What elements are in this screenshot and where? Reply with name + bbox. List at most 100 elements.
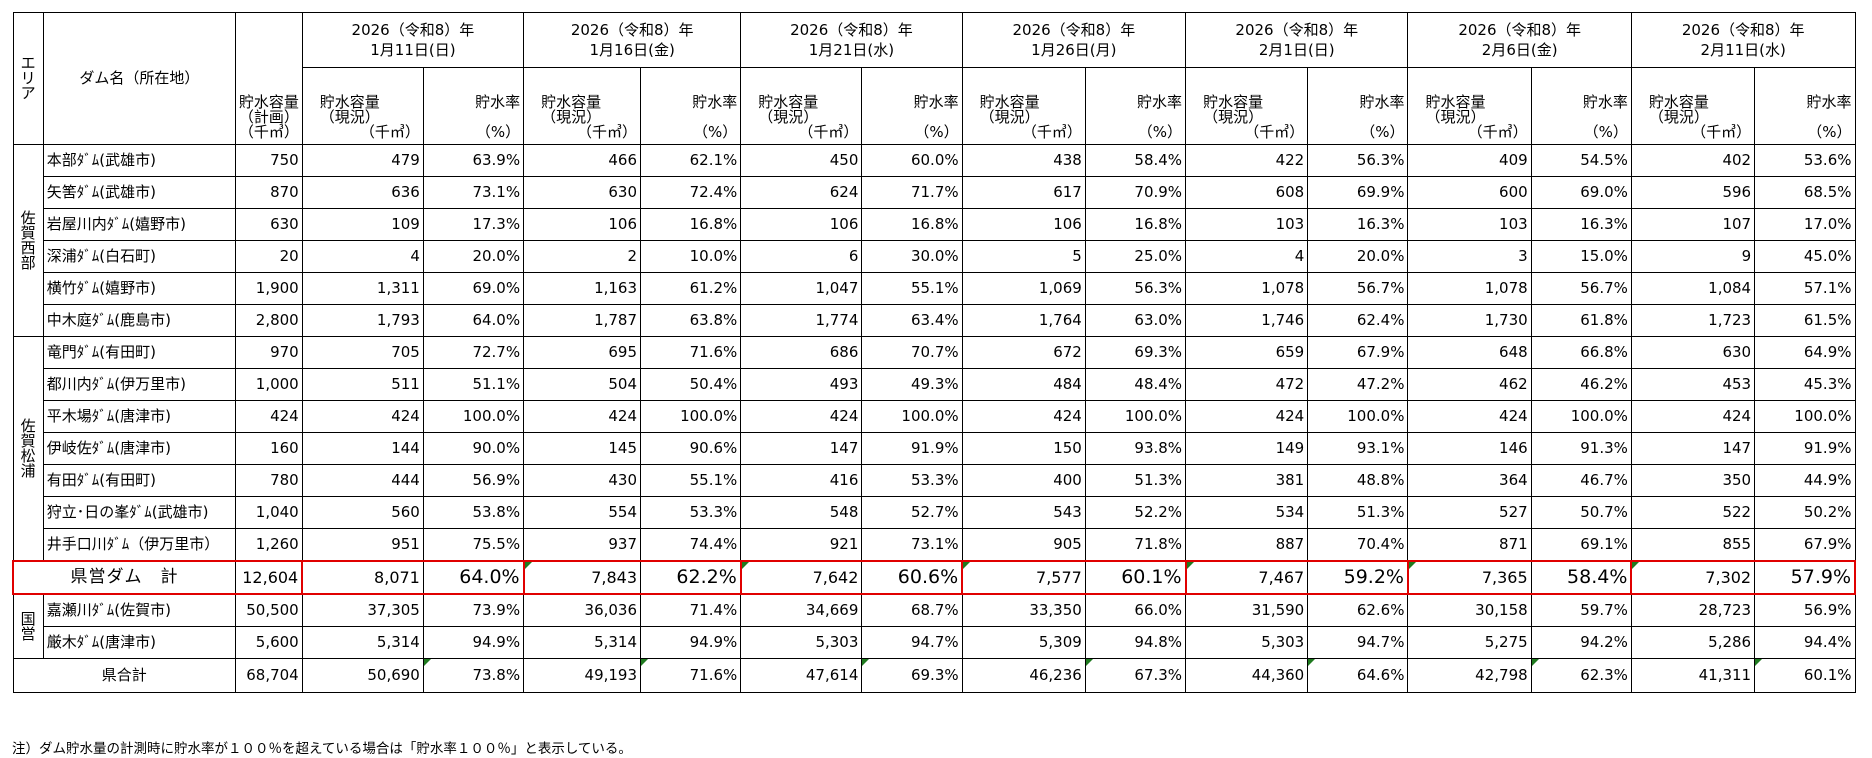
- header-date-year: 2026（令和8）年: [1458, 20, 1582, 39]
- table-row: 国営嘉瀬川ﾀﾞﾑ(佐賀市) 50,500 37,305 73.9% 36,036 71.4…: [12, 593, 1856, 659]
- header-rate-unit: （%）: [1807, 123, 1852, 141]
- rate-value: 71.6%: [640, 658, 742, 693]
- plan-capacity: 160: [234, 432, 303, 465]
- capacity-value: 400: [961, 464, 1086, 497]
- rate-value: 74.4%: [640, 528, 742, 562]
- capacity-value: 42,798: [1407, 658, 1532, 693]
- rate-value: 63.0%: [1084, 304, 1187, 337]
- header-now-line2: （現況）: [1425, 108, 1486, 126]
- header-capacity-now: 貯水容量 （現況） （千㎥）: [1185, 67, 1309, 145]
- rate-value: 94.7%: [861, 626, 963, 659]
- capacity-value: 1,047: [740, 272, 863, 305]
- capacity-value: 534: [1185, 496, 1309, 529]
- capacity-value: 106: [961, 208, 1086, 241]
- rate-value: 57.9%: [1754, 560, 1857, 595]
- rate-value: 69.0%: [422, 272, 525, 305]
- pref-total-label: 県営ダム 計: [11, 560, 236, 595]
- capacity-value: 5,314: [301, 626, 424, 659]
- rate-value: 16.3%: [1530, 208, 1632, 241]
- capacity-value: 600: [1407, 176, 1532, 209]
- capacity-value: 144: [301, 432, 424, 465]
- header-date-day: 1月16日(金): [589, 41, 675, 59]
- header-now-line1: 貯水容量: [541, 93, 602, 111]
- rate-value: 54.5%: [1530, 144, 1632, 177]
- capacity-value: 636: [301, 176, 424, 209]
- rate-value: 16.8%: [640, 208, 742, 241]
- rate-value: 100.0%: [1754, 400, 1856, 433]
- plan-capacity: 1,260: [234, 528, 303, 562]
- capacity-value: 103: [1185, 208, 1309, 241]
- plan-capacity: 1,000: [234, 368, 303, 401]
- rate-value: 91.9%: [1754, 432, 1856, 465]
- rate-value: 69.9%: [1307, 176, 1409, 209]
- rate-value: 67.9%: [1754, 528, 1856, 562]
- header-capacity-plan: 貯水容量 （計画） （千㎥）: [234, 12, 303, 145]
- header-rate-unit: （%）: [1360, 123, 1405, 141]
- capacity-value: 424: [1185, 400, 1309, 433]
- rate-value: 56.7%: [1530, 272, 1632, 305]
- rate-value: 94.2%: [1530, 626, 1632, 659]
- dam-name: 岩屋川内ﾀﾞﾑ(嬉野市): [42, 208, 236, 241]
- rate-value: 90.0%: [422, 432, 525, 465]
- prefectural-dam-total-row: 県営ダム 計 12,604 8,071 64.0% 7,843 62.2% 7,642 60.…: [11, 560, 1857, 595]
- rate-value: 50.2%: [1754, 496, 1856, 529]
- capacity-value: 36,036: [523, 593, 642, 627]
- rate-value: 60.1%: [1754, 658, 1856, 693]
- capacity-value: 951: [301, 528, 424, 562]
- header-rate: 貯水率 （%）: [861, 67, 963, 145]
- capacity-value: 617: [961, 176, 1086, 209]
- rate-value: 94.9%: [640, 626, 742, 659]
- capacity-value: 7,302: [1630, 560, 1756, 595]
- dam-name: 矢筈ﾀﾞﾑ(武雄市): [42, 176, 236, 209]
- rate-value: 20.0%: [1307, 240, 1409, 273]
- capacity-value: 5,314: [523, 626, 642, 659]
- rate-value: 91.3%: [1530, 432, 1632, 465]
- rate-value: 45.3%: [1754, 368, 1856, 401]
- rate-value: 63.9%: [422, 144, 525, 177]
- rate-value: 93.8%: [1084, 432, 1187, 465]
- rate-value: 30.0%: [861, 240, 963, 273]
- plan-capacity: 20: [234, 240, 303, 273]
- capacity-value: 28,723: [1630, 593, 1756, 627]
- rate-value: 71.4%: [640, 593, 742, 627]
- table-row: 伊岐佐ﾀﾞﾑ(唐津市) 160 144 90.0% 145 90.6% 147 91.9% 15…: [13, 432, 1856, 465]
- header-now-unit: （千㎥）: [1021, 123, 1082, 141]
- rate-value: 72.7%: [422, 336, 525, 369]
- rate-value: 62.1%: [640, 144, 742, 177]
- header-date-year: 2026（令和8）年: [570, 20, 694, 39]
- rate-value: 62.3%: [1530, 658, 1632, 693]
- grand-total-row: 県合計 68,704 50,690 73.8% 49,193 71.6% 47,614 69.…: [12, 658, 1856, 693]
- rate-value: 59.7%: [1530, 593, 1632, 627]
- capacity-value: 484: [961, 368, 1086, 401]
- rate-value: 69.0%: [1530, 176, 1632, 209]
- header-row-columns: 貯水容量 （現況） （千㎥） 貯水率 （%） 貯水容量 （現況） （千㎥） 貯水率 （%） 貯水…: [13, 67, 1856, 145]
- capacity-value: 106: [740, 208, 863, 241]
- capacity-value: 41,311: [1630, 658, 1756, 693]
- capacity-value: 479: [301, 144, 424, 177]
- dam-name: 伊岐佐ﾀﾞﾑ(唐津市): [42, 432, 236, 465]
- header-now-unit: （千㎥）: [577, 123, 638, 141]
- header-now-line1: 貯水容量: [319, 93, 380, 111]
- capacity-value: 686: [740, 336, 863, 369]
- header-now-line1: 貯水容量: [1425, 93, 1486, 111]
- header-now-line2: （現況）: [541, 108, 602, 126]
- rate-value: 70.4%: [1307, 528, 1409, 562]
- plan-capacity: 68,704: [234, 658, 303, 693]
- capacity-value: 150: [961, 432, 1086, 465]
- header-now-line2: （現況）: [1203, 108, 1264, 126]
- capacity-value: 504: [523, 368, 642, 401]
- rate-value: 70.7%: [861, 336, 963, 369]
- dam-name: 竜門ﾀﾞﾑ(有田町): [42, 336, 236, 369]
- table-row: 佐賀松浦竜門ﾀﾞﾑ(有田町) 970 705 72.7% 695 71.6% 686 70.7…: [12, 336, 1856, 562]
- dam-name: 平木場ﾀﾞﾑ(唐津市): [42, 400, 236, 433]
- capacity-value: 1,793: [301, 304, 424, 337]
- table-row: 矢筈ﾀﾞﾑ(武雄市) 870 636 73.1% 630 72.4% 624 71.7% 617…: [13, 176, 1856, 209]
- capacity-value: 34,669: [740, 593, 863, 627]
- capacity-value: 1,746: [1185, 304, 1309, 337]
- rate-value: 68.5%: [1754, 176, 1856, 209]
- rate-value: 55.1%: [861, 272, 963, 305]
- capacity-value: 424: [961, 400, 1086, 433]
- rate-value: 59.2%: [1307, 560, 1409, 595]
- capacity-value: 422: [1185, 144, 1309, 177]
- header-date-6: 2026（令和8）年 2月6日(金): [1407, 12, 1632, 68]
